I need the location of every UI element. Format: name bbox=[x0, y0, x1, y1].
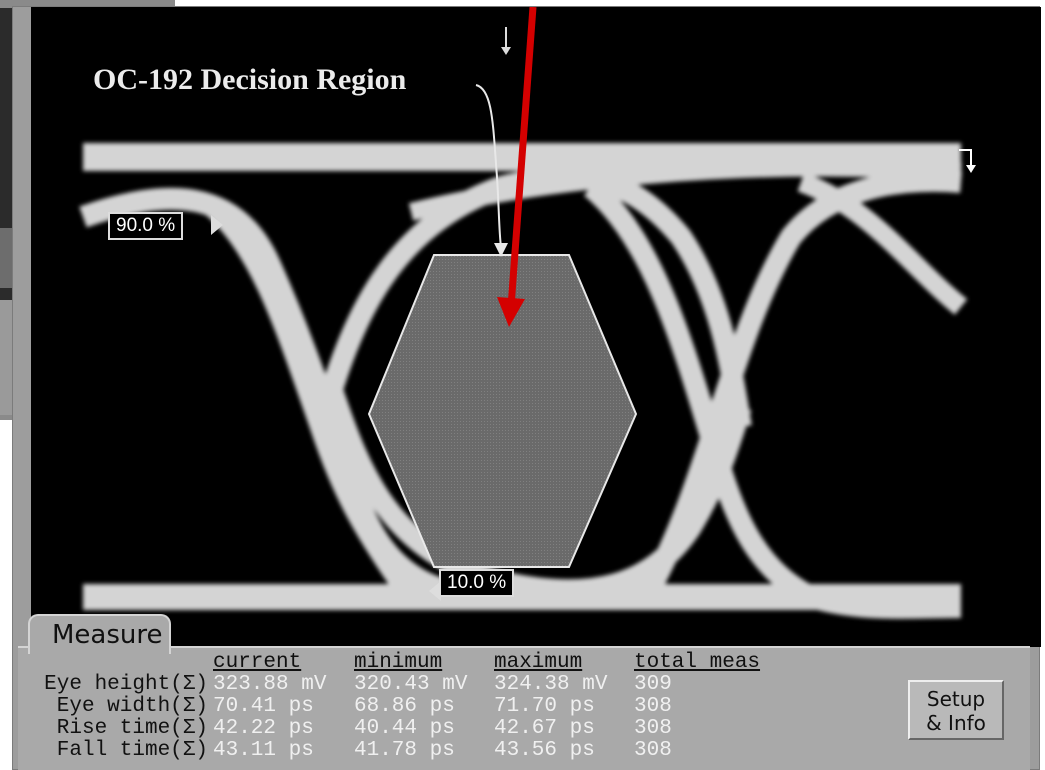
row-label: Rise time(Σ) bbox=[56, 717, 208, 740]
background-window-frame bbox=[0, 300, 14, 415]
value-maximum: 43.56 ps bbox=[494, 739, 595, 762]
setup-button-line2: & Info bbox=[926, 711, 986, 735]
trace-right-fall bbox=[583, 178, 962, 619]
top-down-arrow-head bbox=[501, 47, 511, 55]
column-header-current: current bbox=[213, 651, 302, 674]
lower-threshold-marker[interactable]: 10.0 % bbox=[439, 569, 515, 597]
callout-arrow-head bbox=[494, 243, 508, 257]
trace-right-rise bbox=[641, 169, 962, 593]
value-current: 42.22 ps bbox=[213, 717, 314, 740]
value-total: 308 bbox=[634, 717, 672, 740]
value-minimum: 41.78 ps bbox=[354, 739, 455, 762]
value-maximum: 71.70 ps bbox=[494, 695, 595, 718]
value-current: 70.41 ps bbox=[213, 695, 314, 718]
value-minimum: 40.44 ps bbox=[354, 717, 455, 740]
upper-marker-pointer bbox=[211, 215, 223, 235]
trace-far-right bbox=[797, 172, 968, 315]
row-label: Eye width(Σ) bbox=[56, 695, 208, 718]
decision-region-mask bbox=[367, 254, 638, 568]
column-header-total-meas: total meas bbox=[634, 651, 761, 674]
eye-traces bbox=[79, 143, 968, 619]
value-maximum: 324.38 mV bbox=[494, 673, 608, 696]
eye-diagram-screen: OC-192 Decision Region 90.0 % 10.0 % bbox=[31, 7, 1041, 647]
upper-threshold-marker[interactable]: 90.0 % bbox=[108, 212, 184, 240]
setup-button-line1: Setup bbox=[926, 687, 986, 711]
value-total: 308 bbox=[634, 739, 672, 762]
red-pointer-head bbox=[497, 297, 525, 327]
lower-marker-pointer bbox=[429, 581, 441, 601]
right-edge-arrow-head bbox=[966, 165, 976, 173]
row-label: Eye height(Σ) bbox=[44, 673, 208, 696]
right-edge-arrow bbox=[959, 149, 972, 167]
measure-tab[interactable]: Measure bbox=[28, 614, 171, 654]
trace-upper-band bbox=[408, 158, 962, 221]
eye-diagram-svg bbox=[79, 7, 976, 619]
column-header-minimum: minimum bbox=[354, 651, 443, 674]
value-total: 309 bbox=[634, 673, 672, 696]
measure-panel: current minimum maximum total meas Eye h… bbox=[18, 646, 1030, 770]
decision-region-callout: OC-192 Decision Region bbox=[93, 63, 407, 96]
column-header-maximum: maximum bbox=[494, 651, 583, 674]
callout-leader-line bbox=[475, 84, 502, 248]
measure-tab-label: Measure bbox=[52, 620, 163, 650]
value-current: 323.88 mV bbox=[213, 673, 327, 696]
value-minimum: 68.86 ps bbox=[354, 695, 455, 718]
value-maximum: 42.67 ps bbox=[494, 717, 595, 740]
value-total: 308 bbox=[634, 695, 672, 718]
setup-info-button[interactable]: Setup & Info bbox=[908, 680, 1004, 740]
value-current: 43.11 ps bbox=[213, 739, 314, 762]
red-pointer-line bbox=[507, 7, 537, 308]
oscilloscope-window: OC-192 Decision Region 90.0 % 10.0 % bbox=[12, 6, 1041, 770]
value-minimum: 320.43 mV bbox=[354, 673, 468, 696]
row-label: Fall time(Σ) bbox=[56, 739, 208, 762]
